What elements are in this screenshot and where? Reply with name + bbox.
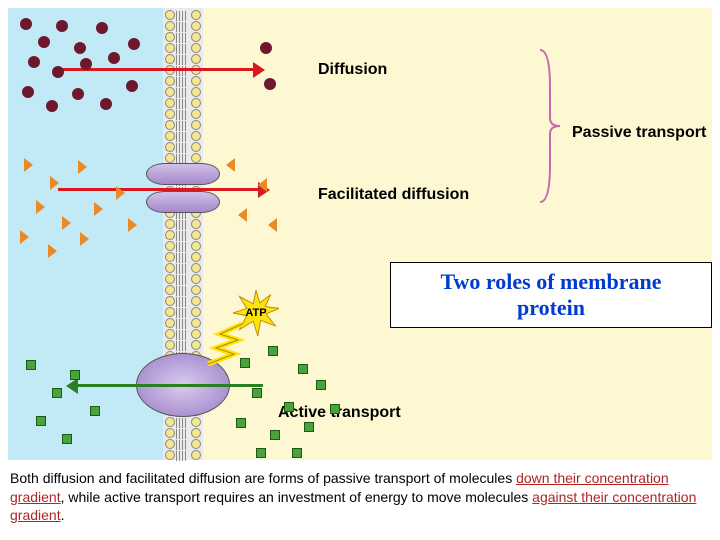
- molecule-triangle: [94, 202, 103, 216]
- molecule-dot: [128, 38, 140, 50]
- molecule-square: [304, 422, 314, 432]
- molecule-square: [252, 388, 262, 398]
- molecule-square: [62, 434, 72, 444]
- molecule-square: [36, 416, 46, 426]
- diffusion-label: Diffusion: [318, 61, 387, 79]
- facilitated-label: Facilitated diffusion: [318, 186, 469, 204]
- molecule-square: [236, 418, 246, 428]
- molecule-square: [240, 358, 250, 368]
- molecule-triangle: [62, 216, 71, 230]
- caption: Both diffusion and facilitated diffusion…: [10, 469, 710, 524]
- caption-text-1: Both diffusion and facilitated diffusion…: [10, 470, 516, 486]
- molecule-square: [316, 380, 326, 390]
- molecule-square: [298, 364, 308, 374]
- caption-text-3: .: [61, 507, 65, 523]
- atp-label: ATP: [245, 307, 266, 319]
- molecule-triangle: [50, 176, 59, 190]
- intracellular-region: [203, 8, 712, 460]
- molecule-dot: [80, 58, 92, 70]
- molecule-dot: [28, 56, 40, 68]
- molecule-dot: [46, 100, 58, 112]
- molecule-triangle: [80, 232, 89, 246]
- molecule-triangle: [24, 158, 33, 172]
- molecule-dot: [38, 36, 50, 48]
- molecule-dot: [108, 52, 120, 64]
- molecule-triangle: [20, 230, 29, 244]
- molecule-dot: [264, 78, 276, 90]
- diagram-area: ATP Diffusion Facilitated diffusion Pass…: [8, 8, 712, 460]
- molecule-dot: [52, 66, 64, 78]
- molecule-triangle: [36, 200, 45, 214]
- title-box: Two roles of membrane protein: [390, 262, 712, 328]
- molecule-square: [270, 430, 280, 440]
- molecule-square: [284, 402, 294, 412]
- molecule-triangle: [258, 178, 267, 192]
- molecule-triangle: [226, 158, 235, 172]
- molecule-dot: [20, 18, 32, 30]
- molecule-square: [256, 448, 266, 458]
- molecule-dot: [72, 88, 84, 100]
- passive-label: Passive transport: [572, 124, 706, 142]
- molecule-triangle: [238, 208, 247, 222]
- molecule-dot: [96, 22, 108, 34]
- passive-bracket: [540, 48, 568, 204]
- molecule-dot: [22, 86, 34, 98]
- molecule-square: [330, 404, 340, 414]
- molecule-square: [70, 370, 80, 380]
- molecule-triangle: [116, 186, 125, 200]
- page-title: Two roles of membrane protein: [405, 269, 697, 321]
- molecule-square: [292, 448, 302, 458]
- molecule-square: [90, 406, 100, 416]
- molecule-dot: [74, 42, 86, 54]
- molecule-triangle: [128, 218, 137, 232]
- channel-bottom-lobe: [146, 191, 220, 213]
- caption-text-2: , while active transport requires an inv…: [61, 489, 533, 505]
- molecule-square: [268, 346, 278, 356]
- molecule-triangle: [268, 218, 277, 232]
- molecule-dot: [126, 80, 138, 92]
- molecule-triangle: [48, 244, 57, 258]
- channel-top-lobe: [146, 163, 220, 185]
- molecule-dot: [56, 20, 68, 32]
- active-transport-arrow: [78, 384, 263, 387]
- molecule-dot: [260, 42, 272, 54]
- molecule-dot: [100, 98, 112, 110]
- molecule-square: [52, 388, 62, 398]
- facilitated-arrow: [58, 188, 258, 191]
- molecule-triangle: [78, 160, 87, 174]
- molecule-square: [26, 360, 36, 370]
